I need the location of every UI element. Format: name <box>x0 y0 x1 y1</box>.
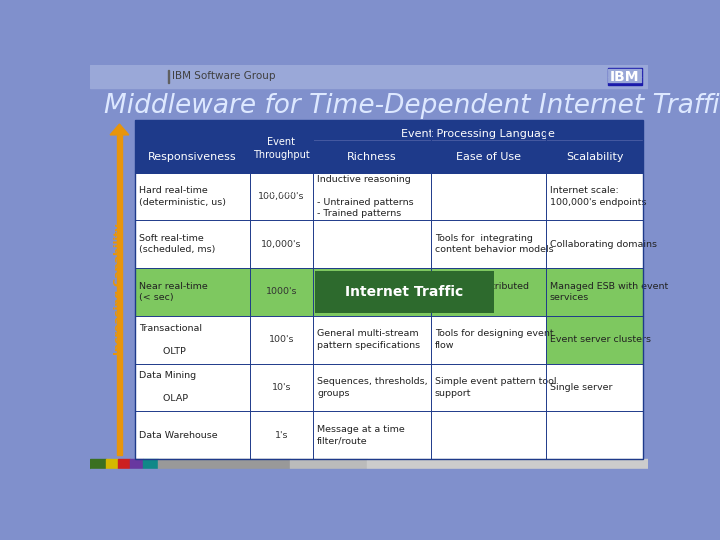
Bar <box>608 70 641 71</box>
Bar <box>315 271 494 313</box>
Bar <box>546 268 644 316</box>
Bar <box>135 268 250 316</box>
Text: Event server clusters: Event server clusters <box>549 335 651 344</box>
Bar <box>90 459 106 469</box>
Bar <box>608 79 641 80</box>
Text: Event Processing Language: Event Processing Language <box>401 130 555 139</box>
Text: Transactional

        OLTP: Transactional OLTP <box>139 324 202 356</box>
Bar <box>431 363 546 411</box>
Bar <box>117 135 122 455</box>
Text: 10,000's: 10,000's <box>261 240 302 249</box>
Bar <box>90 65 648 88</box>
Text: Inductive reasoning

- Untrained patterns
- Trained patterns: Inductive reasoning - Untrained patterns… <box>317 175 414 218</box>
Text: Data Mining

        OLAP: Data Mining OLAP <box>139 372 196 403</box>
Text: Simple event pattern tool
support: Simple event pattern tool support <box>435 377 557 397</box>
Bar <box>313 411 431 459</box>
Bar <box>135 120 644 173</box>
Bar <box>431 316 546 363</box>
Bar <box>431 220 546 268</box>
Text: Event
Throughput

(events/sec
/server): Event Throughput (events/sec /server) <box>253 137 310 197</box>
Bar <box>313 316 431 363</box>
Bar <box>313 173 431 220</box>
Text: Hard real-time
(deterministic, us): Hard real-time (deterministic, us) <box>139 186 226 207</box>
Bar <box>608 74 641 75</box>
Bar <box>546 411 644 459</box>
Bar <box>546 316 644 363</box>
Bar <box>143 459 158 469</box>
Text: Responsiveness: Responsiveness <box>148 152 237 162</box>
Text: 10's: 10's <box>271 383 291 392</box>
Bar <box>431 173 546 220</box>
Bar <box>608 72 641 73</box>
Bar <box>431 411 546 459</box>
Bar <box>313 363 431 411</box>
Bar <box>106 459 118 469</box>
Bar <box>250 316 313 363</box>
Text: Data Warehouse: Data Warehouse <box>139 431 217 440</box>
Text: Collaborating domains: Collaborating domains <box>549 240 657 249</box>
Bar <box>135 120 644 459</box>
Bar <box>290 459 367 469</box>
Bar <box>158 459 290 469</box>
Bar <box>168 70 169 83</box>
Text: Soft real-time
(scheduled, ms): Soft real-time (scheduled, ms) <box>139 234 215 254</box>
Bar <box>313 268 431 316</box>
Text: Tools for  integrating
content behavior models: Tools for integrating content behavior m… <box>435 234 554 254</box>
Text: Tools for distributed
deployment: Tools for distributed deployment <box>435 282 529 302</box>
Text: Ease of Use: Ease of Use <box>456 152 521 162</box>
Text: Increasing Capability: Increasing Capability <box>114 224 125 355</box>
Text: IBM: IBM <box>610 70 639 84</box>
Text: IBM Software Group: IBM Software Group <box>172 71 276 82</box>
Text: Sequences, thresholds,
groups: Sequences, thresholds, groups <box>317 377 428 397</box>
Bar <box>431 268 546 316</box>
Bar <box>250 363 313 411</box>
Text: Internet scale:
100,000's endpoints: Internet scale: 100,000's endpoints <box>549 186 646 207</box>
Bar <box>90 469 648 481</box>
Text: Middleware for Time-Dependent Internet Traffic: Middleware for Time-Dependent Internet T… <box>104 93 720 119</box>
Bar <box>250 411 313 459</box>
Bar <box>367 459 648 469</box>
Bar <box>250 173 313 220</box>
Bar <box>135 316 250 363</box>
Bar <box>546 220 644 268</box>
Text: 100,000's: 100,000's <box>258 192 305 201</box>
Bar <box>135 173 250 220</box>
Text: Single server: Single server <box>549 383 612 392</box>
Text: Scalability: Scalability <box>566 152 624 162</box>
Bar <box>250 220 313 268</box>
Text: 1000's: 1000's <box>266 287 297 296</box>
Bar <box>135 411 250 459</box>
Text: Near real-time
(< sec): Near real-time (< sec) <box>139 282 207 302</box>
Bar <box>130 459 143 469</box>
Text: Managed ESB with event
services: Managed ESB with event services <box>549 282 668 302</box>
Bar <box>608 81 641 82</box>
Bar <box>608 68 642 85</box>
Text: 1's: 1's <box>274 431 288 440</box>
Text: 100's: 100's <box>269 335 294 344</box>
Text: Internet Traffic: Internet Traffic <box>346 285 464 299</box>
Bar <box>118 459 130 469</box>
Bar <box>313 220 431 268</box>
Text: Richness: Richness <box>347 152 397 162</box>
Bar <box>608 76 641 78</box>
Bar <box>546 363 644 411</box>
Bar <box>135 220 250 268</box>
Text: Message at a time
filter/route: Message at a time filter/route <box>317 425 405 446</box>
Polygon shape <box>110 124 129 135</box>
Text: Internet
workflows: Internet workflows <box>317 287 356 307</box>
Bar <box>135 363 250 411</box>
Text: Tools for designing event
flow: Tools for designing event flow <box>435 329 554 350</box>
Bar <box>250 268 313 316</box>
Text: General multi-stream
pattern specifications: General multi-stream pattern specificati… <box>317 329 420 350</box>
Bar <box>546 173 644 220</box>
